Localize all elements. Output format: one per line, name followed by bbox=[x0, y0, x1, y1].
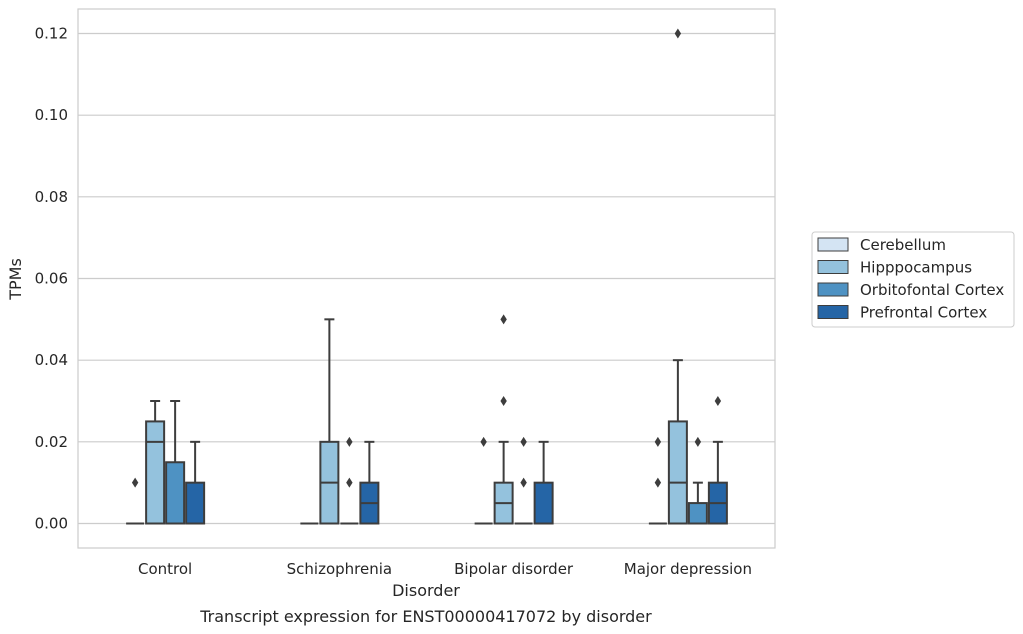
outlier-point bbox=[480, 436, 487, 447]
plot-area-frame bbox=[77, 8, 776, 549]
box-prefrontal-cortex-control bbox=[185, 440, 206, 525]
box-iqr bbox=[165, 461, 186, 525]
box-hipppocampus-schizophrenia bbox=[319, 318, 340, 525]
outlier-point bbox=[654, 477, 662, 488]
box-iqr bbox=[533, 481, 554, 525]
legend-swatch-orbitofontal-cortex bbox=[817, 282, 849, 297]
box-prefrontal-cortex-major-depression bbox=[707, 396, 728, 525]
y-tick-label: 0.10 bbox=[35, 106, 68, 124]
y-tick-label: 0.06 bbox=[35, 270, 68, 288]
legend-label-hipppocampus: Hipppocampus bbox=[860, 259, 972, 277]
x-tick-label-bipolar-disorder: Bipolar disorder bbox=[454, 560, 574, 578]
y-tick-label: 0.08 bbox=[35, 188, 68, 206]
box-iqr bbox=[667, 420, 688, 525]
outlier-point bbox=[654, 436, 662, 447]
box-hipppocampus-bipolar-disorder bbox=[493, 314, 514, 525]
legend-frame bbox=[811, 231, 1015, 328]
x-tick-label-major-depression: Major depression bbox=[624, 560, 752, 578]
box-orbitofontal-cortex-schizophrenia bbox=[340, 436, 359, 525]
box-orbitofontal-cortex-major-depression bbox=[687, 436, 708, 525]
box-orbitofontal-cortex-bipolar-disorder bbox=[514, 436, 533, 525]
outlier-point bbox=[500, 314, 507, 325]
legend-label-orbitofontal-cortex: Orbitofontal Cortex bbox=[860, 281, 1004, 299]
legend-swatch-cerebellum bbox=[817, 237, 849, 252]
legend-swatch-hipppocampus bbox=[817, 260, 849, 274]
outlier-point bbox=[520, 436, 527, 447]
x-tick-label-control: Control bbox=[138, 560, 192, 578]
y-tick-label: 0.04 bbox=[35, 351, 68, 369]
outlier-point bbox=[346, 436, 353, 447]
outlier-point bbox=[694, 436, 702, 447]
legend-label-cerebellum: Cerebellum bbox=[860, 236, 946, 254]
box-iqr bbox=[687, 502, 708, 525]
outlier-point bbox=[131, 477, 139, 488]
y-axis-ticks: 0.00 0.02 0.04 0.06 0.08 0.10 0.12 bbox=[35, 25, 68, 533]
box-iqr bbox=[185, 481, 206, 525]
outlier-point bbox=[346, 477, 353, 488]
box-hipppocampus-major-depression bbox=[667, 28, 688, 525]
box-cerebellum-bipolar-disorder bbox=[474, 436, 493, 525]
chart-caption: Transcript expression for ENST0000041707… bbox=[199, 607, 652, 626]
x-axis-label: Disorder bbox=[392, 581, 460, 600]
box-cerebellum-major-depression bbox=[648, 436, 667, 525]
box-orbitofontal-cortex-control bbox=[165, 400, 186, 525]
y-axis-label: TPMs bbox=[6, 258, 25, 301]
outlier-point bbox=[714, 396, 722, 406]
box-cerebellum-control bbox=[126, 477, 145, 525]
legend-label-prefrontal-cortex: Prefrontal Cortex bbox=[860, 304, 987, 322]
y-tick-label: 0.02 bbox=[35, 433, 68, 451]
box-iqr bbox=[145, 420, 166, 525]
x-axis-ticks: Control Schizophrenia Bipolar disorder Majo… bbox=[138, 560, 752, 578]
box-prefrontal-cortex-bipolar-disorder bbox=[533, 440, 554, 525]
legend: Cerebellum Hipppocampus Orbitofontal Corte… bbox=[811, 231, 1015, 328]
outlier-point bbox=[520, 477, 527, 488]
x-tick-label-schizophrenia: Schizophrenia bbox=[287, 560, 392, 578]
box-hipppocampus-control bbox=[145, 400, 166, 525]
outlier-point bbox=[500, 396, 507, 406]
outlier-point bbox=[674, 28, 682, 39]
box-prefrontal-cortex-schizophrenia bbox=[359, 440, 380, 525]
boxes bbox=[126, 28, 728, 525]
legend-swatch-prefrontal-cortex bbox=[817, 305, 849, 319]
y-tick-label: 0.12 bbox=[35, 25, 68, 43]
y-tick-label: 0.00 bbox=[35, 515, 68, 533]
